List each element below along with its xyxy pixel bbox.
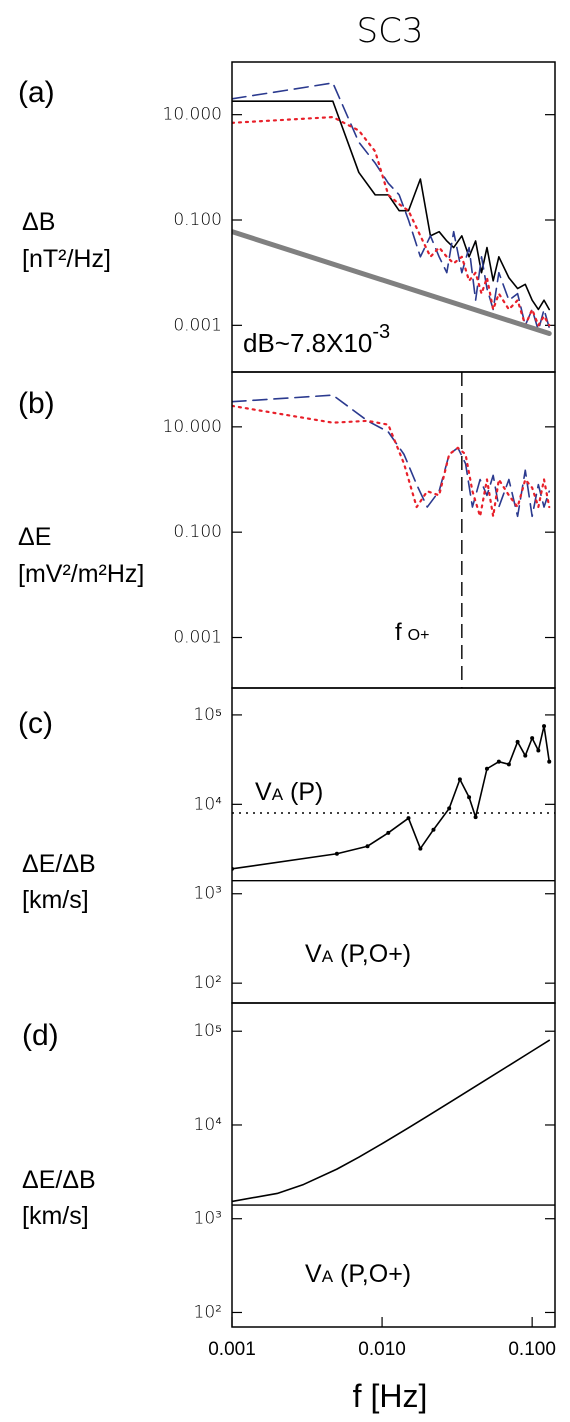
label-main: V [255, 778, 272, 806]
y-axis-label: ΔB [22, 208, 55, 236]
panel-frame [231, 1002, 556, 1328]
panel-label: (b) [18, 387, 55, 420]
y-tick-label: 10.000 [163, 105, 222, 125]
y-tick-label: 10⁴ [194, 794, 223, 814]
data-point [523, 753, 528, 758]
data-point [536, 748, 541, 753]
y-tick-label: 0.001 [173, 315, 222, 335]
data-line [232, 100, 551, 311]
data-point [447, 806, 452, 811]
data-point [530, 736, 535, 741]
y-axis-label: ΔE/ΔB [22, 1166, 96, 1194]
data-line [232, 1039, 551, 1203]
y-tick-label: 10² [194, 1302, 222, 1322]
data-point [547, 759, 552, 764]
y-axis-label: [mV²/m²Hz] [18, 560, 144, 588]
panel-label: (a) [18, 76, 55, 109]
x-axis-label: f [Hz] [353, 1378, 428, 1414]
y-tick-label: 10³ [194, 1209, 222, 1229]
data-point [506, 762, 511, 767]
y-tick-label: 10³ [194, 884, 222, 904]
data-point [473, 815, 478, 820]
reference-label: VA (P) [255, 778, 323, 806]
annotation-superscript: -3 [372, 321, 390, 343]
data-point [365, 844, 370, 849]
y-axis-label: [nT²/Hz] [22, 245, 111, 273]
y-tick-label: 10² [194, 973, 222, 993]
data-point [431, 827, 436, 832]
data-point [467, 795, 472, 800]
data-line [232, 82, 551, 332]
chart-title: SC3 [357, 11, 424, 51]
reference-label: VA (P,O+) [305, 1260, 411, 1288]
x-tick-label: 0.100 [508, 1339, 556, 1360]
y-tick-label: 10⁵ [193, 705, 222, 725]
data-line [232, 394, 551, 518]
data-point [542, 724, 547, 729]
y-tick-label: 10⁵ [193, 1021, 222, 1041]
label-rest: (P,O+) [340, 1260, 411, 1288]
label-sub: A [272, 785, 284, 804]
label-sub: A [322, 1267, 334, 1286]
x-tick-label: 0.010 [358, 1339, 406, 1360]
data-point [406, 816, 411, 821]
plot-area [232, 1039, 555, 1206]
y-tick-label: 0.100 [173, 210, 222, 230]
data-point [386, 830, 391, 835]
data-point [418, 846, 423, 851]
plot-area [232, 724, 555, 882]
label-sub: A [322, 947, 334, 966]
y-tick-label: 10⁴ [194, 1115, 223, 1135]
label-rest: (P,O+) [340, 940, 411, 968]
label-rest: (P) [290, 778, 323, 806]
data-line [232, 404, 551, 518]
panel-label: (d) [22, 1019, 59, 1052]
data-line [232, 725, 551, 870]
label-main: V [305, 940, 322, 968]
reference-label: VA (P,O+) [305, 940, 411, 968]
panel-frame [231, 371, 556, 689]
label-main: V [305, 1260, 322, 1288]
data-line [232, 229, 552, 336]
plot-area [232, 372, 551, 688]
y-tick-label: 0.100 [173, 522, 222, 542]
y-axis-label: [km/s] [22, 1202, 89, 1230]
data-point [484, 766, 489, 771]
y-tick-label: 0.001 [173, 628, 222, 648]
panel-frame [231, 61, 556, 373]
data-point [334, 851, 339, 856]
annotation-text: dB~7.8X10 [243, 328, 372, 358]
annotation-subscript: O+ [408, 627, 430, 644]
annotation: dB~7.8X10-3 [243, 321, 390, 358]
data-line [232, 115, 551, 327]
annotation: f O+ [395, 619, 429, 646]
plot-area [232, 82, 552, 336]
data-point [515, 739, 520, 744]
y-axis-label: [km/s] [22, 886, 89, 914]
data-point [457, 777, 462, 782]
x-tick-label: 0.001 [208, 1339, 256, 1360]
y-axis-label: ΔE/ΔB [22, 850, 96, 878]
annotation-text: f [395, 619, 402, 646]
y-axis-label: ΔE [18, 523, 51, 551]
data-point [496, 759, 501, 764]
y-tick-label: 10.000 [163, 417, 222, 437]
panel-label: (c) [18, 707, 53, 740]
